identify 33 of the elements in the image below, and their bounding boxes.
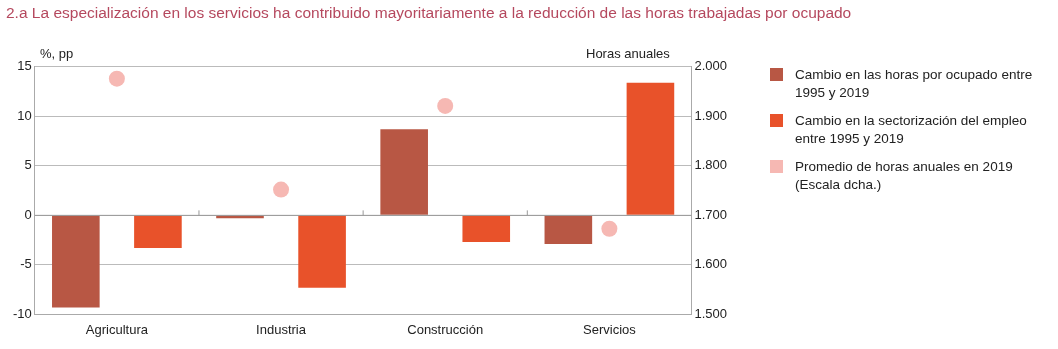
y-tick-label: -5 <box>20 256 32 272</box>
x-tick-label: Construcción <box>407 321 484 337</box>
bar <box>626 82 675 215</box>
point <box>437 97 454 114</box>
y2-axis-title: Horas anuales <box>586 46 670 61</box>
y-tick-label: 0 <box>24 206 32 222</box>
point <box>601 220 618 237</box>
y-tick-label: 15 <box>17 58 32 74</box>
bar <box>462 215 511 243</box>
legend-label: Cambio en las horas por ocupado entre 1995 y 2019 <box>795 66 1034 102</box>
x-tick-label: Agricultura <box>85 321 149 337</box>
bar <box>52 215 100 308</box>
y-tick-label: 5 <box>24 157 32 173</box>
y-axis-title: %, pp <box>40 46 74 61</box>
bar <box>298 215 346 288</box>
y2-tick-label: 2.000 <box>694 58 728 74</box>
y-tick-label: -10 <box>12 305 32 321</box>
y2-tick-label: 1.700 <box>694 206 728 222</box>
point <box>273 181 290 198</box>
x-tick-label: Industria <box>256 321 307 337</box>
bar <box>544 215 593 245</box>
point <box>108 70 125 87</box>
bar <box>380 129 428 215</box>
y-tick-label: 10 <box>17 107 32 123</box>
bar <box>134 215 182 249</box>
x-tick-label: Servicios <box>583 321 637 337</box>
y2-tick-label: 1.900 <box>694 107 728 123</box>
chart-title: 2.a La especialización en los servicios ha contribuido mayoritariamente a la reducción de las horas trabajadas por ocupado <box>6 4 852 22</box>
legend-label: Cambio en la sectorización del empleo entre 1995 y 2019 <box>795 112 1028 148</box>
y2-tick-label: 1.600 <box>694 256 728 272</box>
y2-tick-label: 1.800 <box>694 157 728 173</box>
y2-tick-label: 1.500 <box>694 305 728 321</box>
legend-label: Promedio de horas anuales en 2019 (Escala dcha.) <box>795 158 1014 194</box>
